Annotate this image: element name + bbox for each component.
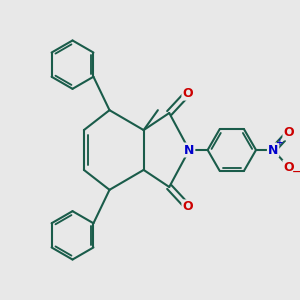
Text: O: O (182, 200, 193, 213)
Text: O: O (182, 87, 193, 100)
Text: +: + (275, 137, 283, 146)
Text: −: − (292, 167, 300, 177)
Text: O: O (284, 160, 294, 174)
Text: N: N (268, 143, 278, 157)
Text: N: N (184, 143, 194, 157)
Text: O: O (284, 126, 294, 140)
